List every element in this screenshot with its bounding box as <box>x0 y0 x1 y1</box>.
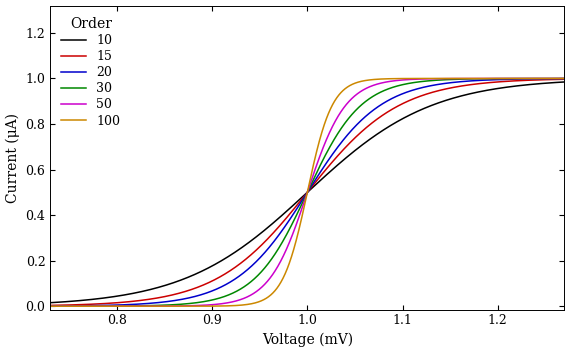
Line: 50: 50 <box>50 78 564 306</box>
100 <box>495 76 502 80</box>
100 <box>551 76 558 80</box>
30 <box>266 259 273 264</box>
50 <box>266 276 273 281</box>
100 <box>105 304 112 308</box>
10 <box>47 301 54 305</box>
20 <box>266 245 273 249</box>
50 <box>561 76 568 80</box>
30 <box>551 76 558 80</box>
50 <box>244 295 251 299</box>
50 <box>47 304 54 308</box>
20 <box>495 77 502 82</box>
30 <box>136 304 143 308</box>
20 <box>105 303 112 307</box>
Line: 10: 10 <box>50 82 564 303</box>
30 <box>244 282 251 287</box>
10 <box>551 80 558 85</box>
50 <box>136 304 143 308</box>
20 <box>551 77 558 81</box>
20 <box>136 302 143 306</box>
10 <box>105 295 112 299</box>
50 <box>495 76 502 80</box>
Line: 30: 30 <box>50 78 564 306</box>
X-axis label: Voltage (mV): Voltage (mV) <box>262 333 353 347</box>
30 <box>561 76 568 80</box>
Legend: 10, 15, 20, 30, 50, 100: 10, 15, 20, 30, 50, 100 <box>56 12 125 133</box>
15 <box>561 77 568 82</box>
Line: 15: 15 <box>50 79 564 305</box>
20 <box>47 304 54 308</box>
10 <box>266 224 273 228</box>
Line: 20: 20 <box>50 79 564 306</box>
50 <box>105 304 112 308</box>
10 <box>495 86 502 90</box>
15 <box>551 77 558 82</box>
20 <box>561 77 568 81</box>
10 <box>561 80 568 84</box>
Y-axis label: Current (μA): Current (μA) <box>6 113 20 203</box>
100 <box>266 294 273 298</box>
15 <box>47 303 54 307</box>
30 <box>47 304 54 308</box>
30 <box>105 304 112 308</box>
100 <box>561 76 568 80</box>
20 <box>244 268 251 272</box>
10 <box>136 290 143 294</box>
100 <box>244 302 251 306</box>
50 <box>551 76 558 80</box>
15 <box>105 301 112 305</box>
30 <box>495 77 502 81</box>
100 <box>136 304 143 308</box>
15 <box>495 80 502 84</box>
100 <box>47 304 54 308</box>
15 <box>244 256 251 260</box>
15 <box>266 235 273 239</box>
15 <box>136 299 143 303</box>
Line: 100: 100 <box>50 78 564 306</box>
10 <box>244 241 251 246</box>
